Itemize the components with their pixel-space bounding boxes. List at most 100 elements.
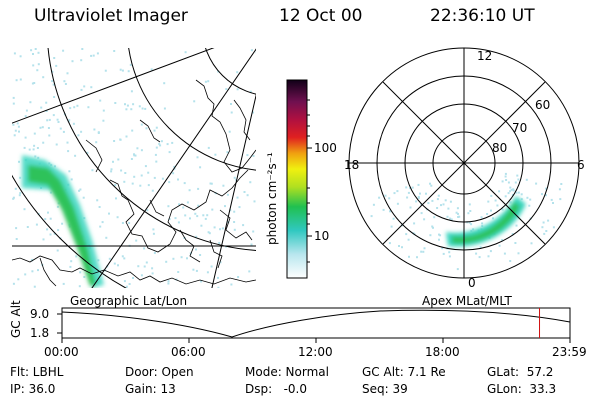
noise-speck	[180, 256, 183, 259]
noise-speck	[398, 245, 400, 247]
noise-speck	[18, 160, 20, 163]
noise-speck	[177, 178, 179, 181]
noise-speck	[238, 206, 241, 209]
noise-speck	[420, 203, 423, 206]
noise-speck	[509, 201, 512, 204]
noise-speck	[496, 204, 499, 207]
noise-speck	[384, 194, 387, 197]
noise-speck	[535, 182, 538, 185]
noise-speck	[96, 199, 99, 202]
noise-speck	[173, 165, 176, 168]
noise-speck	[83, 276, 86, 278]
noise-speck	[76, 104, 79, 107]
noise-speck	[144, 165, 147, 168]
noise-speck	[145, 127, 148, 130]
noise-speck	[121, 69, 124, 72]
noise-speck	[33, 285, 36, 288]
noise-speck	[159, 144, 162, 147]
noise-speck	[479, 246, 482, 249]
noise-speck	[218, 242, 221, 244]
noise-speck	[448, 251, 451, 254]
noise-speck	[61, 222, 64, 225]
noise-speck	[450, 218, 453, 221]
gc-ytick-1.8: 1.8	[30, 326, 50, 340]
noise-speck	[236, 88, 239, 91]
gc-ytick-9: 9.0	[30, 307, 50, 321]
noise-speck	[545, 230, 548, 232]
noise-speck	[37, 156, 40, 159]
noise-speck	[31, 270, 34, 273]
noise-speck	[237, 276, 240, 278]
noise-speck	[119, 138, 122, 141]
noise-speck	[40, 106, 43, 109]
noise-speck	[71, 60, 74, 63]
filter-readout: Flt: LBHL	[10, 365, 64, 379]
noise-speck	[19, 78, 22, 81]
noise-speck	[423, 218, 426, 221]
noise-speck	[243, 191, 246, 193]
noise-speck	[439, 234, 442, 237]
gain-readout: Gain: 13	[125, 382, 176, 396]
noise-speck	[393, 192, 396, 195]
noise-speck	[207, 146, 210, 149]
noise-speck	[14, 129, 17, 132]
noise-speck	[151, 267, 154, 270]
noise-speck	[420, 250, 423, 253]
noise-speck	[436, 207, 439, 209]
noise-speck	[28, 148, 31, 151]
noise-speck	[147, 171, 150, 174]
noise-speck	[161, 177, 164, 180]
noise-speck	[34, 48, 37, 50]
noise-speck	[444, 199, 447, 202]
gc-xtick: 06:00	[171, 345, 206, 359]
noise-speck	[487, 200, 490, 203]
noise-speck	[49, 191, 52, 194]
noise-speck	[486, 213, 489, 215]
noise-speck	[492, 217, 494, 220]
lat-label-80: 80	[492, 141, 508, 155]
noise-speck	[468, 203, 471, 206]
noise-speck	[514, 181, 517, 184]
noise-speck	[24, 273, 27, 276]
noise-speck	[515, 191, 518, 194]
noise-speck	[41, 126, 44, 129]
noise-speck	[116, 216, 119, 219]
noise-speck	[199, 254, 202, 256]
gc-xtick: 18:00	[425, 345, 460, 359]
noise-speck	[92, 54, 95, 57]
noise-speck	[24, 115, 27, 118]
noise-speck	[108, 257, 111, 260]
noise-speck	[458, 215, 461, 218]
dsp-readout: Dsp: -0.0	[245, 382, 308, 396]
noise-speck	[188, 189, 191, 192]
noise-speck	[214, 153, 217, 156]
noise-speck	[18, 194, 21, 197]
noise-speck	[12, 282, 15, 285]
noise-speck	[480, 216, 483, 219]
noise-speck	[163, 82, 166, 85]
noise-speck	[389, 210, 391, 213]
noise-speck	[217, 286, 220, 288]
noise-speck	[140, 174, 143, 177]
noise-speck	[388, 197, 391, 200]
noise-speck	[233, 176, 236, 179]
noise-speck	[509, 186, 512, 189]
noise-speck	[80, 59, 83, 62]
noise-speck	[114, 102, 117, 104]
noise-speck	[165, 260, 168, 263]
noise-speck	[431, 225, 434, 228]
noise-speck	[48, 118, 51, 121]
polar-plot	[348, 47, 580, 279]
noise-speck	[51, 80, 54, 83]
noise-speck	[167, 280, 170, 283]
noise-speck	[167, 282, 170, 285]
noise-speck	[498, 190, 501, 193]
noise-speck	[388, 242, 391, 245]
noise-speck	[456, 268, 459, 271]
lat-label-60: 60	[535, 98, 551, 112]
noise-speck	[406, 196, 409, 199]
colorbar-tick-100: 100	[314, 141, 337, 155]
noise-speck	[417, 183, 420, 186]
noise-speck	[44, 218, 47, 221]
noise-speck	[136, 147, 139, 150]
